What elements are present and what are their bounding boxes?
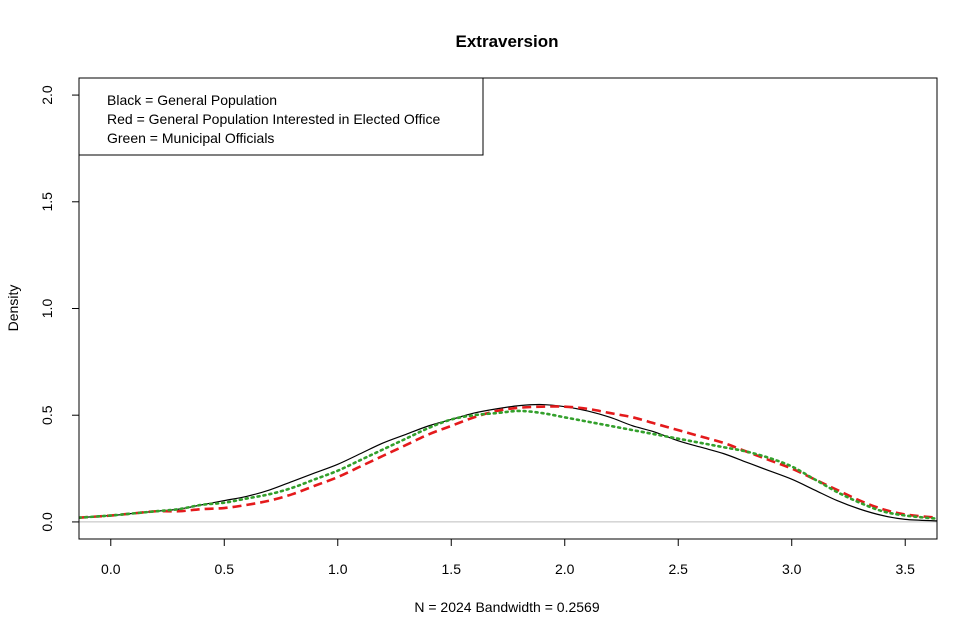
plot-frame (78, 77, 938, 540)
y-tick-label: 1.0 (39, 299, 55, 319)
x-tick-label: 1.0 (328, 561, 348, 577)
y-axis-label: Density (5, 285, 21, 332)
legend-entry-general-population: Black = General Population (107, 92, 277, 108)
chart-title: Extraversion (456, 32, 559, 51)
y-tick-label: 0.5 (39, 405, 55, 425)
x-tick-label: 3.0 (782, 561, 802, 577)
y-tick-label: 2.0 (39, 85, 55, 105)
series-line-general-population (79, 403, 937, 522)
x-tick-label: 1.5 (442, 561, 462, 577)
plot-area (79, 403, 937, 523)
series-line-interested-in-office (79, 405, 937, 519)
x-tick-label: 0.5 (215, 561, 235, 577)
x-axis: 0.0 0.5 1.0 1.5 2.0 2.5 3.0 3.5 (101, 539, 915, 577)
x-tick-label: 2.0 (555, 561, 575, 577)
legend: Black = General Population Red = General… (78, 77, 484, 156)
series-line-municipal-officials (79, 409, 937, 521)
legend-entry-interested-in-office: Red = General Population Interested in E… (107, 111, 440, 127)
x-tick-label: 0.0 (101, 561, 121, 577)
y-tick-label: 0.0 (39, 512, 55, 532)
y-tick-label: 1.5 (39, 192, 55, 212)
legend-entry-municipal-officials: Green = Municipal Officials (107, 130, 274, 146)
legend-box (78, 77, 484, 156)
x-tick-label: 3.5 (895, 561, 915, 577)
x-axis-label: N = 2024 Bandwidth = 0.2569 (414, 599, 599, 615)
x-tick-label: 2.5 (669, 561, 689, 577)
y-axis: 0.0 0.5 1.0 1.5 2.0 (39, 85, 79, 532)
